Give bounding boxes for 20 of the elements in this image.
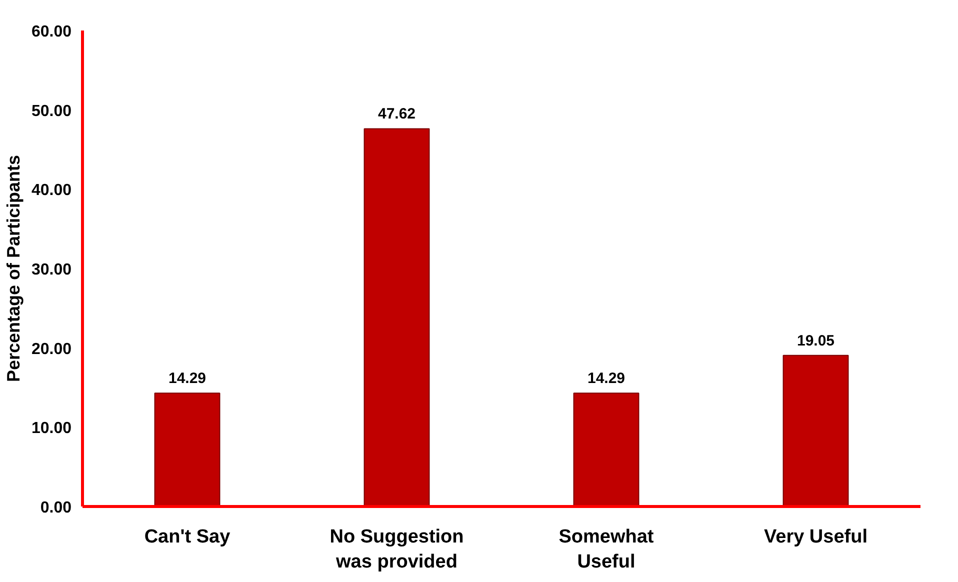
bar: [364, 128, 430, 506]
bar: [782, 354, 849, 506]
y-tick-label: 20.00: [31, 340, 72, 358]
y-tick-label: 40.00: [31, 182, 72, 200]
data-label: 14.29: [587, 370, 626, 388]
data-label: 14.29: [168, 370, 206, 388]
bar: [154, 392, 220, 506]
y-axis-title: Percentage of Participants: [3, 154, 24, 382]
y-tick-label: 50.00: [31, 102, 72, 120]
x-tick-label: Very Useful: [764, 526, 868, 548]
data-label: 19.05: [796, 332, 835, 350]
data-label: 47.62: [378, 106, 416, 123]
x-tick-label: Somewhat Useful: [558, 526, 654, 573]
y-tick-label: 0.00: [40, 500, 72, 516]
y-tick-label: 60.00: [31, 24, 72, 40]
bar: [573, 392, 640, 506]
y-tick-label: 30.00: [31, 262, 72, 278]
x-tick-label: Can't Say: [144, 526, 231, 548]
x-tick-label: No Suggestion was provided: [330, 526, 464, 573]
y-tick-label: 10.00: [31, 420, 72, 438]
